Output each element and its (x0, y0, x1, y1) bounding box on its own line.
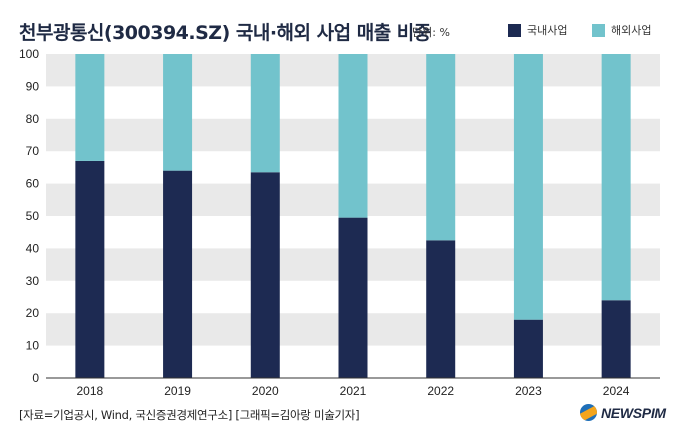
bar-domestic (250, 172, 280, 378)
y-tick-label: 40 (26, 241, 40, 255)
bar-domestic (426, 240, 456, 378)
y-tick-label: 90 (26, 79, 40, 93)
bar-domestic (75, 160, 105, 378)
source-note: [자료=기업공시, Wind, 국신증권경제연구소] [그래픽=김아랑 미술기자… (19, 408, 360, 422)
x-tick-label: 2020 (252, 384, 279, 398)
y-tick-label: 0 (32, 371, 39, 385)
y-tick-label: 80 (26, 112, 40, 126)
x-tick-label: 2023 (515, 384, 542, 398)
chart-title: 천부광통신(300394.SZ) 국내·해외 사업 매출 비중 (19, 22, 431, 44)
y-tick-label: 30 (26, 274, 40, 288)
x-tick-label: 2019 (164, 384, 191, 398)
bar-domestic (513, 319, 543, 378)
newspim-logo: NEWSPIM (580, 404, 666, 421)
bar-domestic (163, 170, 193, 378)
bar-overseas (250, 54, 280, 173)
y-tick-label: 20 (26, 306, 40, 320)
y-tick-label: 70 (26, 144, 40, 158)
unit-label: 단위: % (412, 26, 450, 39)
legend-swatch-domestic (508, 23, 521, 37)
bar-domestic (338, 217, 368, 378)
y-tick-label: 50 (26, 209, 40, 223)
bar-overseas (338, 54, 368, 218)
bar-domestic (601, 300, 631, 378)
bar-overseas (513, 54, 543, 320)
x-tick-label: 2022 (427, 384, 454, 398)
x-tick-label: 2024 (603, 384, 630, 398)
bar-overseas (75, 54, 105, 161)
bar-overseas (163, 54, 193, 171)
x-tick-label: 2018 (77, 384, 104, 398)
legend-swatch-overseas (592, 23, 605, 37)
bar-overseas (426, 54, 456, 241)
legend-label-domestic: 국내사업 (527, 24, 568, 37)
y-tick-label: 100 (19, 47, 39, 61)
bar-overseas (601, 54, 631, 301)
legend-label-overseas: 해외사업 (611, 24, 652, 37)
newspim-logo-icon (580, 404, 597, 421)
logo-text: NEWSPIM (601, 404, 666, 421)
y-tick-label: 10 (26, 339, 40, 353)
x-tick-label: 2021 (340, 384, 367, 398)
legend-item-domestic: 국내사업 (508, 22, 567, 38)
legend-item-overseas: 해외사업 (592, 22, 651, 38)
y-tick-label: 60 (26, 177, 40, 191)
